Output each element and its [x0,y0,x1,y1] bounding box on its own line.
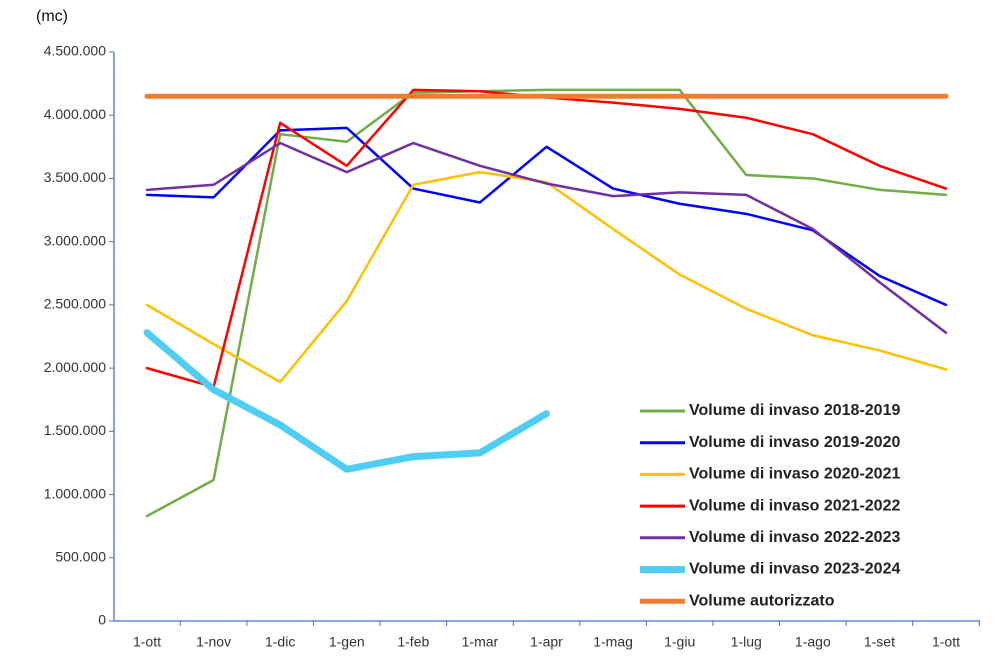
y-tick-label: 2.500.000 [44,296,106,312]
x-tick-label: 1-ott [133,634,161,650]
x-tick-label: 1-apr [530,634,563,650]
y-tick-label: 0 [98,612,106,628]
y-tick-label: 4.500.000 [44,43,106,59]
series-line [145,141,948,334]
x-tick-label: 1-giu [664,634,695,650]
legend-label: Volume di invaso 2020-2021 [689,466,900,483]
y-tick-label: 4.000.000 [44,106,106,122]
series-line [145,88,948,518]
y-tick-label: 3.500.000 [44,169,106,185]
x-tick-label: 1-mar [462,634,499,650]
y-tick-label: 500.000 [55,548,106,564]
x-tick-label: 1-lug [731,634,762,650]
legend-label: Volume di invaso 2023-2024 [689,561,900,578]
x-tick-label: 1-gen [329,634,365,650]
x-tick-label: 1-feb [397,634,429,650]
x-tick-label: 1-ago [795,634,831,650]
x-tick-label: 1-ott [932,634,960,650]
legend-label: Volume di invaso 2021-2022 [689,497,900,514]
series-line [145,126,948,307]
y-tick-label: 2.000.000 [44,359,106,375]
legend-label: Volume di invaso 2018-2019 [689,402,900,419]
x-tick-label: 1-dic [265,634,295,650]
y-tick-label: 3.000.000 [44,232,106,248]
legend-label: Volume di invaso 2019-2020 [689,434,900,451]
y-tick-label: 1.000.000 [44,485,106,501]
series-line [143,329,550,473]
x-tick-label: 1-set [864,634,895,650]
y-tick-label: 1.500.000 [44,422,106,438]
x-tick-label: 1-nov [196,634,231,650]
x-tick-label: 1-mag [593,634,633,650]
legend-label: Volume di invaso 2022-2023 [689,529,900,546]
y-axis-title: (mc) [36,8,68,25]
legend-label: Volume autorizzato [689,592,835,609]
